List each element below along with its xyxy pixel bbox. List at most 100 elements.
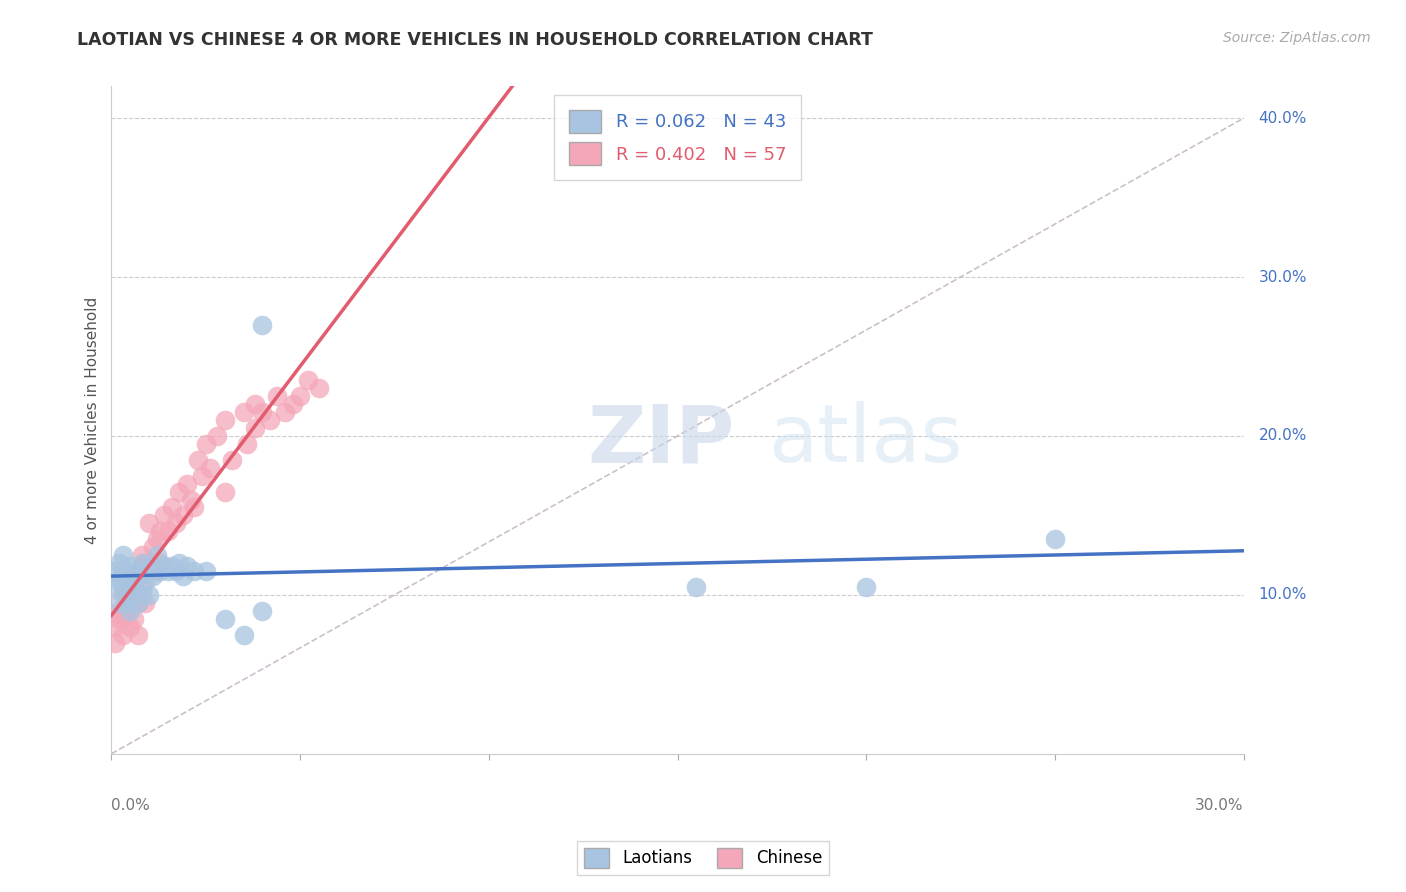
Point	[120, 596, 142, 610]
Point	[138, 559, 160, 574]
Y-axis label: 4 or more Vehicles in Household: 4 or more Vehicles in Household	[86, 296, 100, 544]
Text: 10.0%: 10.0%	[1258, 587, 1308, 602]
Point	[127, 627, 149, 641]
Point	[169, 556, 191, 570]
Point	[104, 564, 127, 578]
Point	[252, 405, 274, 419]
Point	[308, 381, 330, 395]
Point	[149, 556, 172, 570]
Point	[127, 569, 149, 583]
Point	[108, 572, 131, 586]
Point	[149, 524, 172, 539]
Point	[120, 559, 142, 574]
Point	[281, 397, 304, 411]
Point	[138, 516, 160, 531]
Point	[160, 500, 183, 515]
Point	[111, 627, 134, 641]
Point	[214, 612, 236, 626]
Point	[108, 556, 131, 570]
Text: 20.0%: 20.0%	[1258, 428, 1308, 443]
Point	[142, 540, 165, 554]
Point	[252, 318, 274, 332]
Point	[187, 452, 209, 467]
Point	[145, 533, 167, 547]
Point	[183, 500, 205, 515]
Point	[134, 556, 156, 570]
Point	[232, 627, 254, 641]
Text: 30.0%: 30.0%	[1195, 798, 1244, 814]
Text: ZIP: ZIP	[586, 401, 734, 479]
Point	[131, 556, 153, 570]
Point	[134, 596, 156, 610]
Point	[274, 405, 297, 419]
Text: 40.0%: 40.0%	[1258, 111, 1308, 126]
Point	[183, 564, 205, 578]
Point	[115, 604, 138, 618]
Point	[172, 508, 194, 523]
Point	[134, 564, 156, 578]
Point	[111, 548, 134, 562]
Point	[131, 548, 153, 562]
Point	[297, 373, 319, 387]
Point	[221, 452, 243, 467]
Point	[214, 484, 236, 499]
Point	[115, 588, 138, 602]
Point	[115, 588, 138, 602]
Point	[111, 612, 134, 626]
Point	[855, 580, 877, 594]
Point	[111, 588, 134, 602]
Point	[165, 564, 187, 578]
Point	[252, 604, 274, 618]
Point	[145, 564, 167, 578]
Point	[157, 524, 180, 539]
Point	[236, 437, 259, 451]
Point	[169, 484, 191, 499]
Point	[104, 580, 127, 594]
Point	[104, 620, 127, 634]
Legend: Laotians, Chinese: Laotians, Chinese	[578, 841, 828, 875]
Point	[194, 437, 217, 451]
Point	[122, 612, 145, 626]
Point	[685, 580, 707, 594]
Point	[122, 580, 145, 594]
Point	[205, 429, 228, 443]
Point	[259, 413, 281, 427]
Point	[120, 575, 142, 590]
Text: Source: ZipAtlas.com: Source: ZipAtlas.com	[1223, 31, 1371, 45]
Point	[122, 564, 145, 578]
Text: 0.0%: 0.0%	[111, 798, 150, 814]
Point	[266, 389, 288, 403]
Point	[153, 559, 176, 574]
Point	[145, 548, 167, 562]
Point	[138, 556, 160, 570]
Point	[214, 413, 236, 427]
Point	[176, 559, 198, 574]
Point	[104, 635, 127, 649]
Text: atlas: atlas	[768, 401, 963, 479]
Point	[198, 460, 221, 475]
Point	[134, 575, 156, 590]
Legend: R = 0.062   N = 43, R = 0.402   N = 57: R = 0.062 N = 43, R = 0.402 N = 57	[554, 95, 800, 179]
Point	[157, 564, 180, 578]
Point	[127, 596, 149, 610]
Point	[191, 468, 214, 483]
Point	[120, 604, 142, 618]
Point	[172, 569, 194, 583]
Point	[122, 580, 145, 594]
Point	[232, 405, 254, 419]
Point	[1043, 533, 1066, 547]
Point	[108, 612, 131, 626]
Point	[111, 564, 134, 578]
Point	[115, 569, 138, 583]
Point	[165, 516, 187, 531]
Point	[194, 564, 217, 578]
Point	[131, 588, 153, 602]
Point	[111, 580, 134, 594]
Point	[176, 476, 198, 491]
Point	[180, 492, 202, 507]
Point	[142, 569, 165, 583]
Point	[120, 572, 142, 586]
Point	[120, 620, 142, 634]
Point	[131, 580, 153, 594]
Point	[127, 564, 149, 578]
